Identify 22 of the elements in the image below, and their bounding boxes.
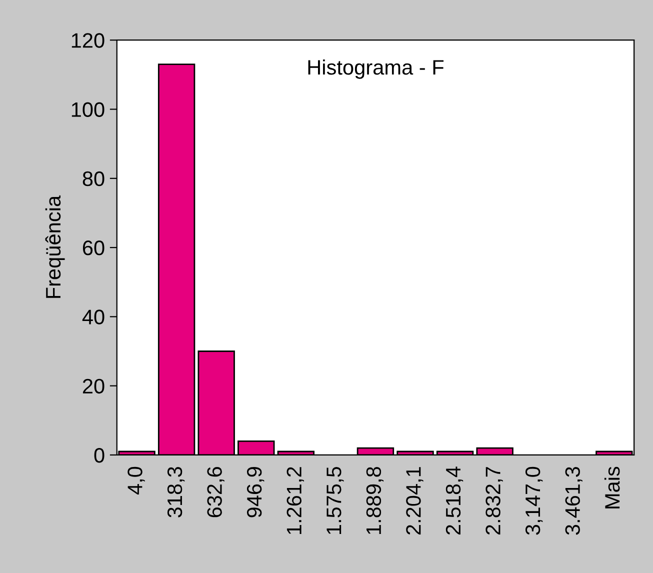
y-axis-title: Freqüência (45, 195, 65, 298)
text: Histograma - F (308, 59, 444, 79)
y-tick-label: 120 (72, 33, 104, 48)
x-tick-label: Mais (604, 466, 620, 508)
x-tick-label: 3,147,0 (525, 466, 543, 535)
x-tick-label: 2.518,4 (446, 466, 464, 535)
y-tick-label: 80 (82, 171, 104, 186)
y-tick-label: 40 (82, 310, 104, 324)
x-tick-label: 1.261,2 (286, 467, 304, 534)
y-tick-label: 0 (94, 448, 104, 463)
x-tick-label: 4,0 (128, 466, 145, 495)
x-tick-label: 946,9 (246, 467, 264, 518)
y-tick-label: 100 (72, 102, 104, 118)
x-tick-label: 318,3 (167, 466, 185, 518)
y-tick-label: 60 (82, 240, 104, 256)
x-tick-label: 2.832,7 (486, 467, 503, 535)
x-tick-label: 1.575,5 (326, 466, 344, 534)
x-tick-label: 3.461,3 (565, 466, 582, 535)
y-tick-label: 20 (82, 378, 104, 394)
x-tick-label: 632,6 (207, 466, 224, 518)
x-tick-label: 1.889,8 (366, 466, 384, 534)
x-tick-label: 2.204,1 (406, 467, 424, 535)
